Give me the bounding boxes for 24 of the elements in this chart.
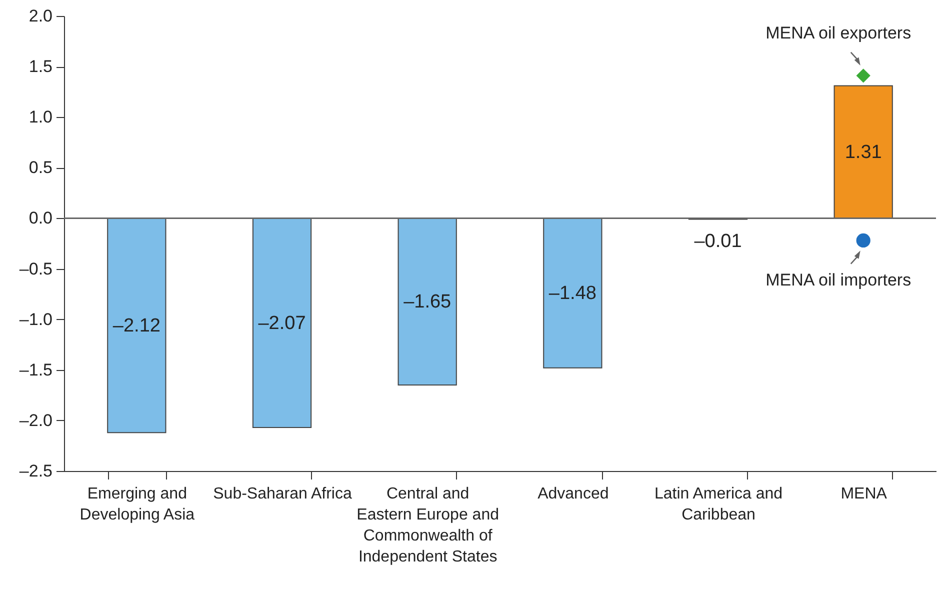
y-tick-label: 0.0 [28, 208, 52, 228]
y-tick-label: –2.0 [19, 410, 52, 430]
text: MENA oil exporters [766, 24, 912, 43]
data-label: –2.07 [258, 312, 306, 334]
data-label: –1.65 [404, 292, 452, 313]
y-tick-label: 0.5 [28, 158, 52, 178]
x-tick-label: Sub-Saharan Africa [213, 486, 352, 502]
y-tick-label: –1.5 [19, 360, 52, 380]
text: MENA oil importers [766, 270, 912, 290]
y-tick-label: –0.5 [19, 259, 52, 278]
x-tick-label: Central and Eastern Europe and Commonwealth of Independent States [356, 486, 499, 566]
y-tick-label: 1.0 [28, 108, 52, 127]
y-tick-label: –2.5 [19, 462, 52, 480]
x-tick-label: Latin America and Caribbean [654, 486, 783, 524]
x-tick-label: MENA [840, 486, 888, 502]
data-label: –2.12 [112, 315, 160, 336]
data-label: –1.48 [548, 283, 596, 304]
data-label: –0.01 [694, 231, 742, 252]
y-tick-label: –1.0 [19, 310, 52, 329]
x-tick-label: Advanced [538, 486, 609, 502]
y-tick-label: 1.5 [28, 57, 52, 76]
y-tick-label: 2.0 [28, 6, 52, 26]
x-tick-label: Emerging and Developing Asia [80, 486, 195, 524]
data-label: 1.31 [844, 142, 882, 163]
